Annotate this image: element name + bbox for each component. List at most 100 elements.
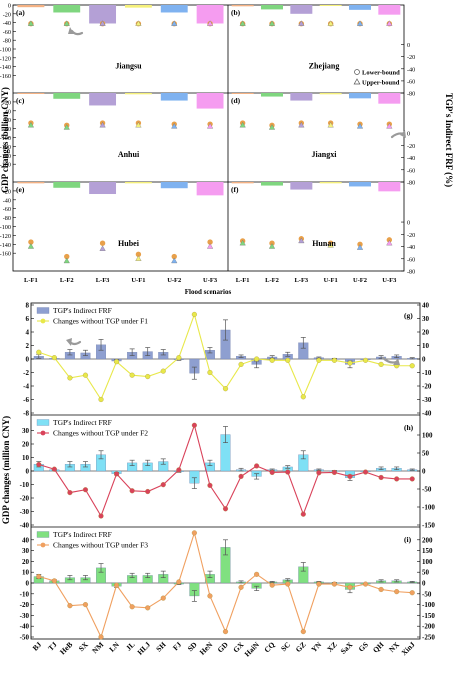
- top-frame: [12, 4, 405, 272]
- bar-L-F1: [231, 93, 254, 94]
- bar-L-F1: [17, 5, 45, 8]
- y-tick-label: -160: [0, 251, 11, 258]
- line-point-YN: [316, 357, 322, 363]
- y2-tick-label: -80: [407, 269, 415, 276]
- bar-U-F3: [378, 93, 401, 104]
- y2-tick-label: 0: [422, 580, 426, 588]
- upper-bound-marker: [356, 244, 364, 250]
- y2-tick-label: 0: [407, 131, 410, 138]
- y-tick-label: -4: [23, 383, 29, 391]
- line-point-HaiN: [254, 463, 260, 469]
- province-panel-hunan: [231, 182, 401, 250]
- legend-line-marker: [40, 542, 46, 548]
- y-tick-label: -40: [3, 108, 11, 115]
- bar-U-F1: [319, 182, 342, 184]
- panel-label: (g): [404, 311, 413, 320]
- x-category-label: L-F3: [96, 277, 110, 284]
- x-axis-label: Flood scenarios: [185, 288, 232, 296]
- bar-U-F2: [160, 5, 188, 13]
- y2-tick-label: 150: [422, 547, 433, 555]
- y2-tick-label: 50: [422, 569, 430, 577]
- legend-bar-swatch: [36, 307, 50, 314]
- line-point-GS: [362, 469, 369, 475]
- line-point-HeN: [207, 593, 213, 599]
- line-point-HeB: [67, 375, 73, 381]
- bar-L-F3: [89, 5, 117, 24]
- line-point-HLJ: [145, 605, 151, 611]
- y2-tick-label: -60: [407, 78, 415, 85]
- y2-tick-label: -100: [422, 601, 435, 609]
- line-point-GZ: [300, 511, 306, 517]
- x-category-label: HeB: [58, 640, 74, 656]
- legend-line-marker: [40, 318, 46, 324]
- panel-label: (i): [404, 535, 412, 544]
- x-category-label: FJ: [171, 640, 183, 652]
- line-point-NM: [98, 634, 104, 640]
- y-tick-label: -30: [20, 508, 30, 516]
- upper-bound-marker: [298, 237, 305, 244]
- legend-line-marker: [40, 430, 46, 436]
- y2-tick-label: 100: [422, 558, 433, 566]
- line-point-SH: [160, 368, 166, 374]
- line-point-CQ: [269, 357, 275, 363]
- line-point-QH: [378, 361, 384, 367]
- upper-bound-marker: [99, 121, 106, 128]
- y-tick-label: 8: [26, 302, 30, 310]
- upper-bound-marker: [207, 243, 214, 249]
- line-point-NM: [98, 513, 104, 519]
- x-category-label: NM: [90, 640, 105, 655]
- y-tick-label: -10: [20, 590, 30, 598]
- upper-bound-marker: [298, 121, 305, 128]
- line-point-GZ: [300, 629, 306, 635]
- line-point-JL: [129, 604, 135, 610]
- y2-tick-label: -40: [407, 66, 415, 73]
- bar-L-F3: [89, 93, 117, 106]
- line-point-FJ: [176, 355, 182, 361]
- upper-bound-marker: [327, 20, 334, 26]
- upper-bound-marker: [135, 255, 142, 261]
- x-category-label: L-F1: [236, 277, 250, 284]
- upper-bound-marker: [356, 123, 364, 129]
- line-point-SD: [191, 422, 197, 428]
- y-tick-label: 30: [22, 547, 30, 555]
- line-point-SC: [285, 581, 291, 587]
- legend-line-label: Changes without TGP under F3: [53, 541, 148, 550]
- y-tick-label: 2: [26, 342, 30, 350]
- grey-arrow: [68, 340, 82, 346]
- bar-U-F1: [124, 5, 152, 8]
- upper-bound-marker: [386, 20, 393, 26]
- line-point-XinJ: [409, 590, 415, 596]
- panel-label: (h): [404, 423, 414, 432]
- upper-bound-marker: [268, 124, 276, 130]
- line-point-NX: [394, 589, 400, 595]
- upper-bound-marker: [386, 239, 393, 246]
- y-tick-label: -20: [3, 99, 11, 106]
- y-tick-label: 4: [26, 329, 30, 337]
- line-point-XinJ: [409, 363, 415, 369]
- y-tick-label: -6: [23, 396, 29, 404]
- panel-label: (a): [16, 8, 25, 17]
- upper-bound-marker: [268, 20, 276, 26]
- line-point-BJ: [36, 349, 42, 355]
- x-category-label: CQ: [262, 640, 276, 654]
- lower-bound-marker: [99, 240, 106, 246]
- upper-bound-marker: [327, 121, 334, 128]
- x-category-label: BJ: [31, 640, 44, 653]
- bar-L-F2: [53, 182, 81, 188]
- y-tick-label: -140: [0, 242, 11, 249]
- bar-L-F3: [290, 182, 313, 190]
- y-tick-label: -80: [3, 215, 11, 222]
- x-category-label: U-F1: [324, 277, 338, 284]
- bar-U-F1: [319, 5, 342, 6]
- bar-L-F2: [53, 5, 81, 13]
- line-point-SX: [82, 487, 89, 493]
- province-name: Zhejiang: [309, 61, 340, 70]
- y2-tick-label: -80: [407, 91, 415, 98]
- y-tick-label: -100: [0, 135, 11, 142]
- line-point-HeN: [207, 482, 213, 488]
- y2-tick-label: -20: [407, 232, 415, 239]
- y-tick-label: -80: [3, 126, 11, 133]
- line-point-XZ: [331, 357, 337, 363]
- bar-L-F2: [261, 5, 283, 10]
- x-category-label: L-F2: [60, 277, 74, 284]
